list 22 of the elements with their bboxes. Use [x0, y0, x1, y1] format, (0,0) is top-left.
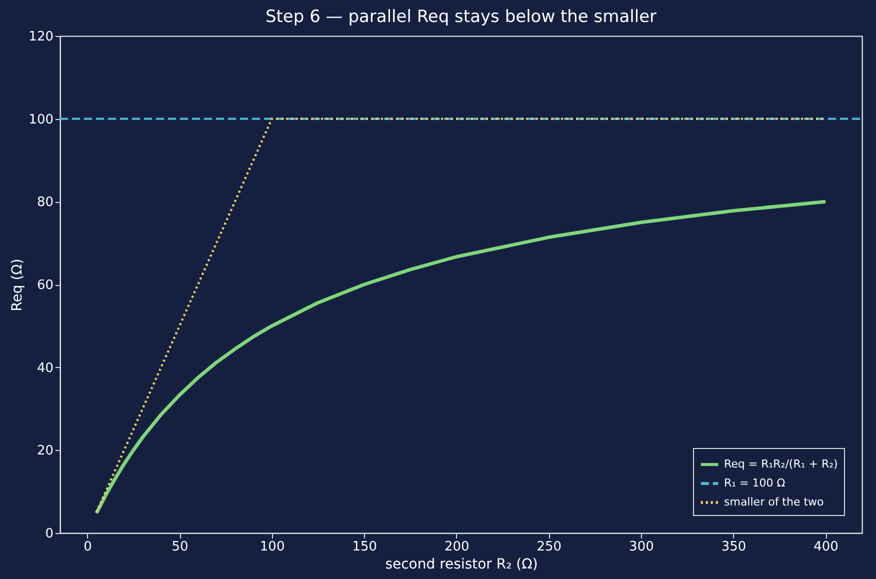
y-axis-title: Req (Ω) [10, 258, 26, 312]
x-axis-title: second resistor R₂ (Ω) [385, 556, 538, 572]
x-tick-label: 250 [536, 540, 562, 554]
y-tick-label: 100 [28, 112, 54, 128]
legend-label: R₁ = 100 Ω [724, 476, 786, 490]
x-tick-label: 350 [721, 540, 746, 554]
y-tick-label: 120 [28, 30, 54, 44]
legend-label: Req = R₁R₂/(R₁ + R₂) [724, 458, 838, 470]
x-tick-label: 50 [172, 540, 188, 554]
y-tick-label: 60 [36, 278, 54, 293]
y-tick-label: 40 [36, 360, 54, 376]
legend-label: smaller of the two [724, 496, 824, 508]
x-tick-label: 0 [84, 540, 92, 554]
x-tick-label: 100 [260, 540, 285, 554]
x-tick-label: 300 [629, 540, 654, 554]
x-tick-label: 150 [352, 540, 378, 554]
y-tick-label: 0 [45, 526, 54, 542]
y-tick-label: 80 [36, 195, 54, 210]
x-tick-label: 400 [814, 540, 838, 554]
x-tick-label: 200 [444, 540, 470, 554]
y-tick-label: 20 [36, 444, 54, 459]
chart-title: Step 6 — parallel Req stays below the smaller [265, 7, 657, 27]
